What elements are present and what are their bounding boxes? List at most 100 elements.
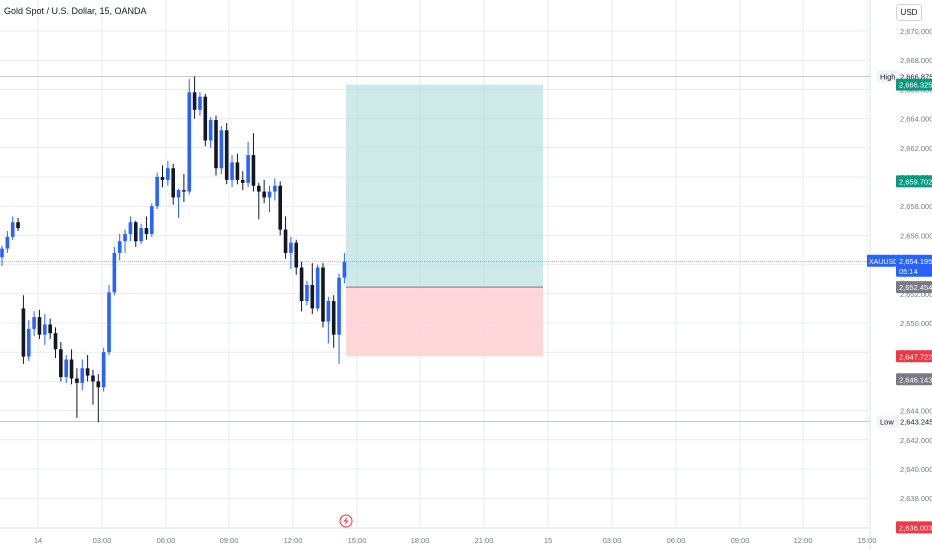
candle-body[interactable] bbox=[32, 317, 36, 329]
candle-body[interactable] bbox=[139, 228, 143, 242]
candle-body[interactable] bbox=[289, 242, 293, 253]
candle-body[interactable] bbox=[342, 261, 347, 278]
candle-body[interactable] bbox=[171, 168, 175, 198]
price-tick-label: 2,638.000 bbox=[900, 494, 932, 503]
lightning-icon[interactable] bbox=[339, 514, 353, 528]
time-tick-label: 15:00 bbox=[858, 536, 877, 545]
position-stop-zone[interactable] bbox=[346, 287, 543, 357]
candle-body[interactable] bbox=[166, 168, 170, 180]
candle-body[interactable] bbox=[133, 222, 138, 242]
candle-body[interactable] bbox=[235, 162, 240, 180]
candle-body[interactable] bbox=[315, 267, 320, 309]
price-badge-label: 2,666.325 bbox=[899, 81, 932, 90]
price-tick-label: 2,650.000 bbox=[900, 319, 932, 328]
last-price-label: 2,654.195 bbox=[899, 257, 932, 266]
candle-body[interactable] bbox=[150, 206, 154, 234]
countdown-label: 05:14 bbox=[899, 267, 918, 276]
candle-body[interactable] bbox=[310, 285, 315, 309]
candle-body[interactable] bbox=[305, 285, 309, 302]
candle-body[interactable] bbox=[117, 241, 122, 253]
candle-body[interactable] bbox=[294, 242, 299, 268]
candle-body[interactable] bbox=[208, 120, 213, 141]
price-hl-value: 2,643.245 bbox=[900, 418, 932, 427]
candle-body[interactable] bbox=[26, 328, 31, 357]
candle-body[interactable] bbox=[257, 185, 261, 192]
candle-body[interactable] bbox=[64, 359, 68, 378]
price-badge bbox=[896, 521, 932, 534]
candle-body[interactable] bbox=[85, 368, 90, 376]
candle-body[interactable] bbox=[262, 191, 266, 198]
candle-body[interactable] bbox=[37, 317, 42, 335]
candle-body[interactable] bbox=[246, 155, 250, 183]
price-hl-value-bg bbox=[899, 415, 932, 428]
price-tick-label: 2,670.000 bbox=[900, 27, 932, 36]
price-hl-tag bbox=[877, 70, 901, 83]
candle-body[interactable] bbox=[273, 185, 277, 192]
candle-body[interactable] bbox=[331, 301, 336, 335]
candle-body[interactable] bbox=[278, 185, 282, 230]
price-badge bbox=[896, 281, 932, 294]
time-tick-label: 15 bbox=[544, 536, 552, 545]
candle-body[interactable] bbox=[5, 236, 10, 249]
last-price-badge bbox=[896, 254, 932, 277]
time-tick-label: 06:00 bbox=[157, 536, 176, 545]
candle-body[interactable] bbox=[214, 120, 218, 169]
candle-body[interactable] bbox=[267, 191, 272, 198]
candle-body[interactable] bbox=[10, 222, 15, 237]
candle-body[interactable] bbox=[224, 130, 229, 180]
candle-body[interactable] bbox=[101, 352, 106, 388]
candle-body[interactable] bbox=[69, 359, 74, 379]
time-tick-label: 09:00 bbox=[220, 536, 239, 545]
position-profit-zone[interactable] bbox=[346, 84, 543, 288]
candle-body[interactable] bbox=[160, 177, 165, 180]
price-hl-value: 2,666.875 bbox=[900, 73, 932, 82]
time-tick-label: 15:00 bbox=[348, 536, 367, 545]
chart-title: Gold Spot / U.S. Dollar, 15, OANDA bbox=[4, 6, 147, 16]
candle-body[interactable] bbox=[251, 155, 256, 186]
candle-body[interactable] bbox=[155, 177, 159, 207]
candle-body[interactable] bbox=[80, 368, 85, 383]
price-tick-label: 2,640.000 bbox=[900, 465, 932, 474]
candle-body[interactable] bbox=[203, 96, 208, 141]
candle-body[interactable] bbox=[144, 228, 149, 234]
time-tick-label: 06:00 bbox=[667, 536, 686, 545]
price-badge-label: 2,646.143 bbox=[899, 375, 932, 384]
candle-body[interactable] bbox=[337, 277, 341, 335]
candle-body[interactable] bbox=[299, 267, 304, 302]
candle-body[interactable] bbox=[321, 267, 325, 322]
candle-body[interactable] bbox=[219, 130, 224, 169]
price-hl-label: High bbox=[880, 73, 895, 82]
candle-body[interactable] bbox=[192, 92, 197, 110]
candle-body[interactable] bbox=[182, 190, 186, 192]
candle-body[interactable] bbox=[59, 349, 63, 378]
price-tick-label: 2,652.000 bbox=[900, 290, 932, 299]
candle-body[interactable] bbox=[230, 162, 234, 180]
candle-body[interactable] bbox=[283, 229, 288, 253]
candle-body[interactable] bbox=[128, 222, 133, 234]
candle-body[interactable] bbox=[53, 333, 58, 350]
candle-body[interactable] bbox=[176, 190, 181, 198]
candle-body[interactable] bbox=[21, 308, 26, 357]
currency-button[interactable]: USD bbox=[896, 4, 922, 21]
candle-body[interactable] bbox=[112, 252, 117, 293]
candle-body[interactable] bbox=[43, 324, 47, 335]
price-badge-label: 2,636.003 bbox=[899, 523, 932, 532]
candle-body[interactable] bbox=[187, 92, 192, 192]
time-tick-label: 09:00 bbox=[731, 536, 750, 545]
candle-body[interactable] bbox=[91, 375, 95, 382]
candle-body[interactable] bbox=[48, 324, 52, 334]
price-tick-label: 2,668.000 bbox=[900, 56, 932, 65]
candle-body[interactable] bbox=[123, 233, 127, 242]
price-badge-label: 2,659.702 bbox=[899, 177, 932, 186]
time-tick-label: 03:00 bbox=[93, 536, 112, 545]
candle-body[interactable] bbox=[240, 179, 245, 183]
candle-body[interactable] bbox=[0, 248, 4, 258]
candle-body[interactable] bbox=[107, 292, 111, 353]
candle-body[interactable] bbox=[75, 378, 79, 383]
candle-body[interactable] bbox=[16, 222, 20, 229]
candle-body[interactable] bbox=[326, 301, 331, 322]
price-badge bbox=[896, 78, 932, 91]
candle-body[interactable] bbox=[198, 96, 202, 110]
candle-body[interactable] bbox=[96, 381, 101, 388]
